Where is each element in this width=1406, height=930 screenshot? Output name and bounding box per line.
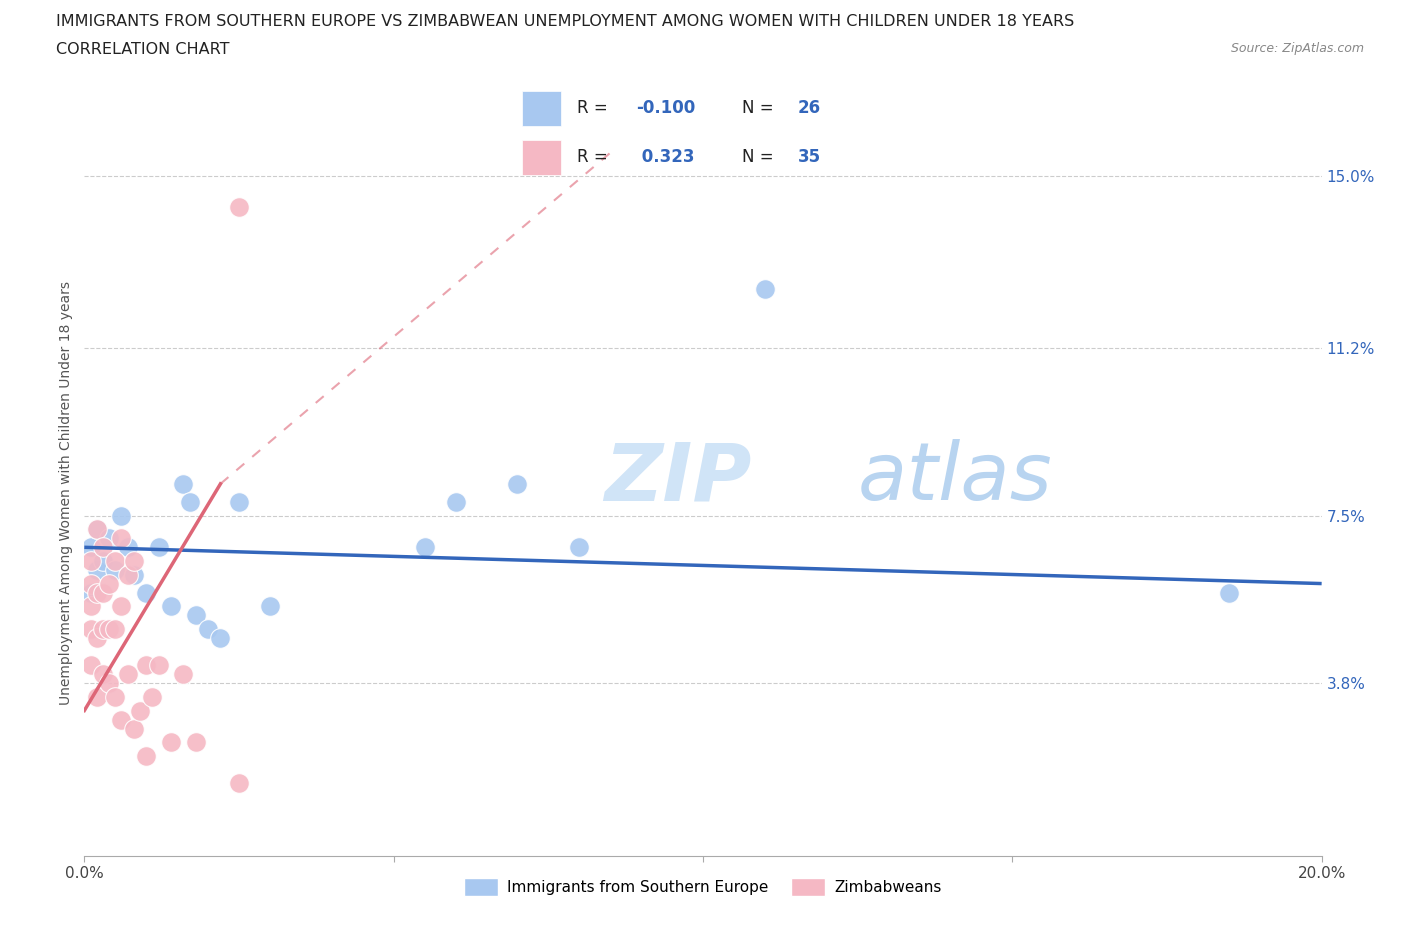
Text: IMMIGRANTS FROM SOUTHERN EUROPE VS ZIMBABWEAN UNEMPLOYMENT AMONG WOMEN WITH CHIL: IMMIGRANTS FROM SOUTHERN EUROPE VS ZIMBA… bbox=[56, 14, 1074, 29]
Text: atlas: atlas bbox=[858, 439, 1053, 517]
Point bbox=[98, 676, 121, 691]
Point bbox=[86, 563, 108, 578]
Point bbox=[104, 621, 127, 636]
Point bbox=[506, 476, 529, 491]
Point bbox=[413, 539, 436, 554]
Point bbox=[91, 667, 114, 682]
Point bbox=[79, 539, 101, 554]
Point bbox=[129, 703, 152, 718]
Point bbox=[79, 577, 101, 591]
Point bbox=[122, 567, 145, 582]
Point bbox=[117, 567, 139, 582]
Point bbox=[104, 553, 127, 568]
Point bbox=[754, 282, 776, 297]
Point bbox=[160, 599, 183, 614]
Y-axis label: Unemployment Among Women with Children Under 18 years: Unemployment Among Women with Children U… bbox=[59, 281, 73, 705]
Point bbox=[148, 539, 170, 554]
Point bbox=[135, 585, 157, 600]
FancyBboxPatch shape bbox=[522, 140, 561, 175]
Text: N =: N = bbox=[742, 148, 779, 166]
Point bbox=[91, 553, 114, 568]
Point bbox=[184, 735, 207, 750]
Point bbox=[228, 495, 250, 510]
Point bbox=[79, 585, 101, 600]
Point bbox=[110, 599, 132, 614]
Text: 26: 26 bbox=[797, 100, 821, 117]
Point bbox=[86, 631, 108, 645]
Point bbox=[148, 658, 170, 672]
Text: 35: 35 bbox=[797, 148, 821, 166]
Point bbox=[209, 631, 232, 645]
Point bbox=[1218, 585, 1240, 600]
Point bbox=[135, 658, 157, 672]
Point bbox=[228, 776, 250, 790]
Point bbox=[79, 599, 101, 614]
Point bbox=[172, 476, 194, 491]
Point bbox=[86, 522, 108, 537]
Text: CORRELATION CHART: CORRELATION CHART bbox=[56, 42, 229, 57]
Point bbox=[86, 689, 108, 704]
Point bbox=[172, 667, 194, 682]
Point bbox=[117, 539, 139, 554]
Text: ZIP: ZIP bbox=[605, 439, 751, 517]
Point bbox=[160, 735, 183, 750]
Point bbox=[86, 585, 108, 600]
Point bbox=[122, 722, 145, 737]
Text: R =: R = bbox=[576, 100, 613, 117]
Point bbox=[110, 712, 132, 727]
Point bbox=[568, 539, 591, 554]
Point bbox=[179, 495, 201, 510]
Point bbox=[444, 495, 467, 510]
Point bbox=[259, 599, 281, 614]
Point bbox=[79, 658, 101, 672]
Point bbox=[86, 522, 108, 537]
Point bbox=[184, 608, 207, 623]
Point bbox=[98, 621, 121, 636]
Point bbox=[79, 621, 101, 636]
Point bbox=[104, 563, 127, 578]
Point bbox=[110, 531, 132, 546]
Point bbox=[98, 577, 121, 591]
Point bbox=[141, 689, 163, 704]
Point bbox=[98, 531, 121, 546]
Text: -0.100: -0.100 bbox=[636, 100, 696, 117]
Point bbox=[197, 621, 219, 636]
Point bbox=[135, 749, 157, 764]
Text: N =: N = bbox=[742, 100, 779, 117]
Point bbox=[122, 553, 145, 568]
Text: R =: R = bbox=[576, 148, 613, 166]
Point bbox=[104, 689, 127, 704]
Point bbox=[91, 539, 114, 554]
Point bbox=[91, 621, 114, 636]
Legend: Immigrants from Southern Europe, Zimbabweans: Immigrants from Southern Europe, Zimbabw… bbox=[458, 871, 948, 902]
Point bbox=[79, 553, 101, 568]
Text: Source: ZipAtlas.com: Source: ZipAtlas.com bbox=[1230, 42, 1364, 55]
Point bbox=[228, 200, 250, 215]
Point bbox=[117, 667, 139, 682]
Point bbox=[110, 508, 132, 523]
Text: 0.323: 0.323 bbox=[636, 148, 695, 166]
Point bbox=[91, 585, 114, 600]
FancyBboxPatch shape bbox=[522, 91, 561, 126]
